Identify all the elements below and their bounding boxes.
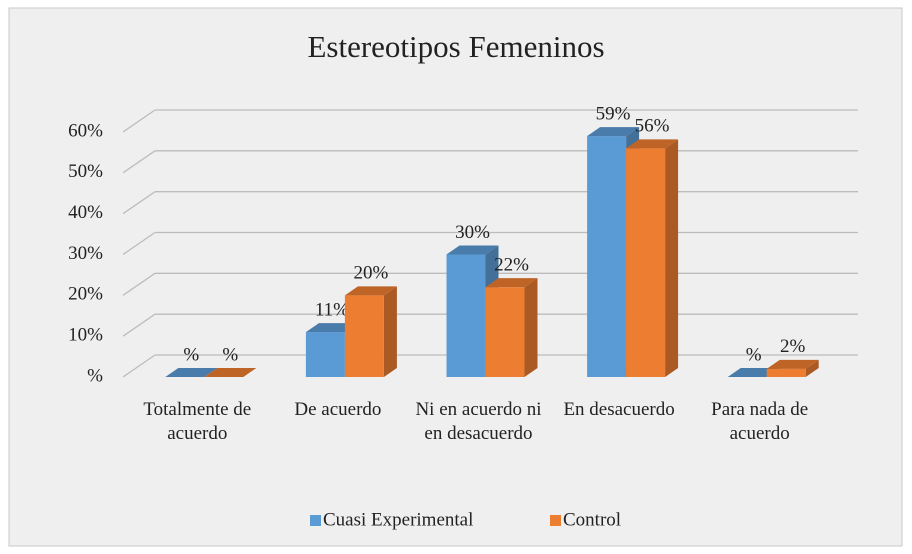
x-tick-label: Ni en acuerdo ni en desacuerdo xyxy=(415,399,542,444)
data-label: 11% xyxy=(315,299,349,320)
data-label: % xyxy=(183,344,199,365)
grid-line xyxy=(122,272,156,296)
bar-top xyxy=(766,359,819,369)
legend-label: Cuasi Experimental xyxy=(323,509,473,530)
bar-side xyxy=(524,278,538,377)
grid-line xyxy=(122,231,156,256)
grid-line xyxy=(122,191,156,215)
data-label: 22% xyxy=(494,255,529,276)
bar-top xyxy=(626,139,679,149)
chart-title: Estereotipos Femeninos xyxy=(307,29,604,64)
bar-top xyxy=(587,127,640,137)
legend-swatch xyxy=(310,515,321,526)
data-label: % xyxy=(222,344,238,365)
data-label: % xyxy=(746,344,762,365)
x-tick-label: En desacuerdo xyxy=(563,399,675,420)
bar-top xyxy=(165,368,218,377)
bar xyxy=(446,254,486,377)
y-tick-label: % xyxy=(87,365,103,386)
data-label: 30% xyxy=(455,222,490,243)
data-label: 56% xyxy=(635,116,670,137)
legend-label: Control xyxy=(563,509,621,530)
bar-top xyxy=(204,368,257,377)
grid-line xyxy=(122,313,156,337)
y-tick-label: 30% xyxy=(68,243,103,264)
legend-swatch xyxy=(550,515,561,526)
bar xyxy=(626,148,666,377)
grid-line xyxy=(122,354,156,378)
bar-top xyxy=(344,286,397,296)
y-tick-label: 20% xyxy=(68,284,103,305)
bar xyxy=(344,295,384,377)
bar-top xyxy=(485,278,538,288)
x-tick-label: Totalmente de acuerdo xyxy=(143,399,252,444)
bar-side xyxy=(805,359,819,377)
bar-side xyxy=(383,286,397,377)
x-tick-label: Para nada de acuerdo xyxy=(711,399,809,444)
bar xyxy=(485,287,525,377)
y-tick-label: 40% xyxy=(68,202,103,223)
grid-line xyxy=(122,150,156,174)
grid-line xyxy=(122,109,156,133)
x-tick-label: De acuerdo xyxy=(294,399,382,420)
bar xyxy=(305,332,345,377)
y-tick-label: 10% xyxy=(68,325,103,346)
bar-top xyxy=(446,245,499,255)
bar xyxy=(766,368,806,377)
data-label: 59% xyxy=(596,103,631,124)
y-tick-label: 50% xyxy=(68,161,103,182)
bar xyxy=(587,136,627,377)
data-label: 2% xyxy=(780,336,806,357)
y-tick-label: 60% xyxy=(68,120,103,141)
data-label: 20% xyxy=(353,263,388,284)
bar-side xyxy=(665,139,679,377)
